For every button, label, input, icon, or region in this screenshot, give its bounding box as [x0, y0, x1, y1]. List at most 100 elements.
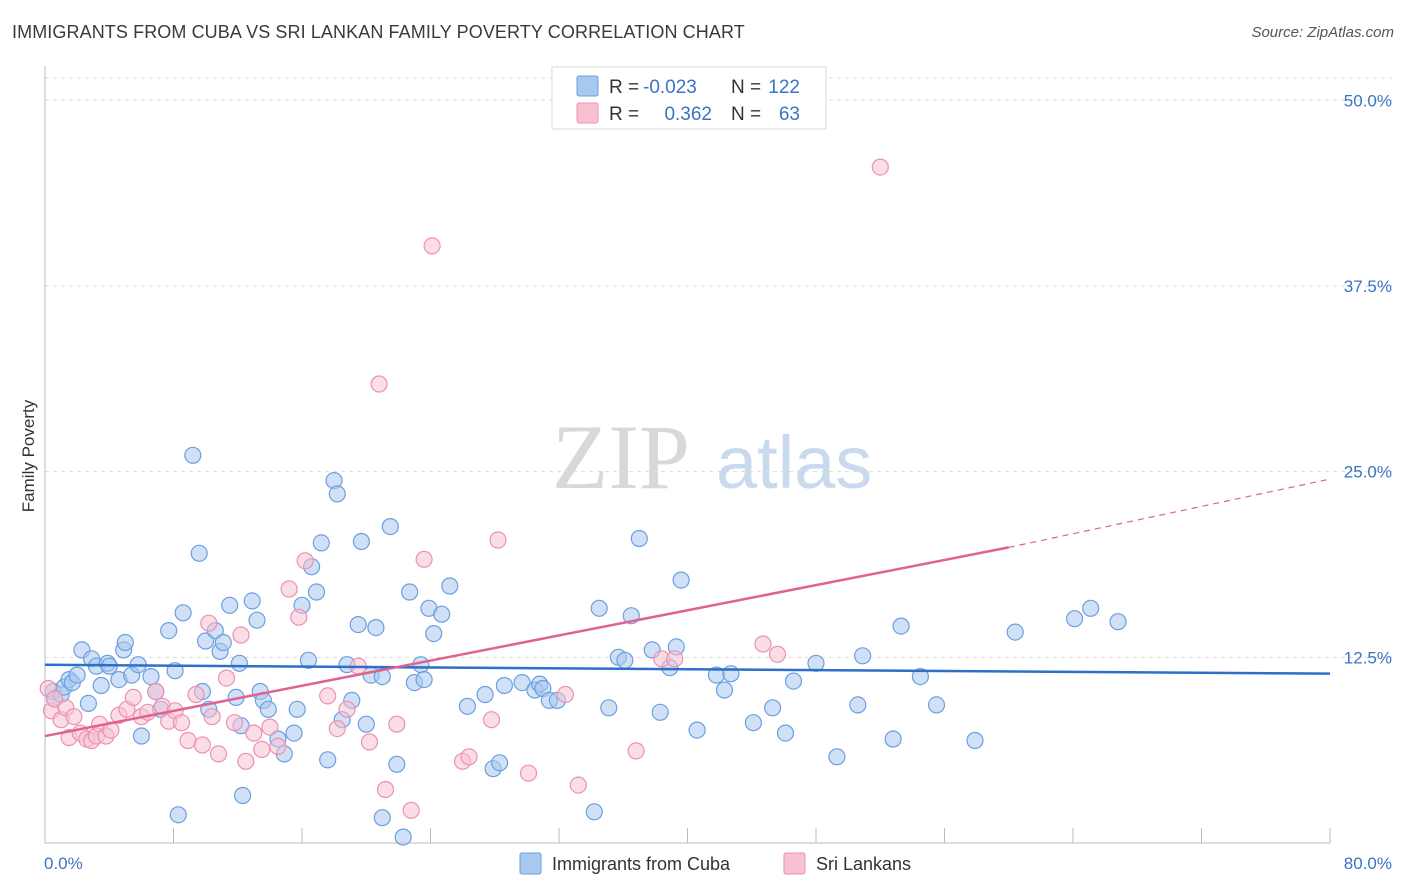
srilanka-point	[261, 718, 279, 736]
bottom-legend-label-srilanka: Sri Lankans	[816, 854, 911, 874]
cuba-point	[763, 699, 782, 717]
cuba-point	[357, 715, 375, 733]
srilanka-trend-extension	[1008, 478, 1331, 548]
cuba-point	[319, 751, 337, 769]
srilanka-point	[519, 764, 538, 782]
cuba-point	[116, 633, 134, 652]
gridlines	[45, 77, 1392, 658]
chart-source: Source: ZipAtlas.com	[1251, 24, 1394, 41]
cuba-point	[388, 755, 406, 773]
cuba-point	[1109, 613, 1127, 631]
srilanka-point	[172, 714, 191, 732]
srilanka-point	[666, 650, 684, 668]
cuba-point	[394, 828, 412, 846]
cuba-point	[425, 624, 443, 643]
cuba-point	[312, 534, 330, 552]
cuba-point	[169, 806, 187, 824]
srilanka-point	[209, 745, 228, 763]
series-legend: Immigrants from Cuba Sri Lankans	[519, 852, 911, 875]
cuba-point	[927, 696, 946, 714]
cuba-point	[259, 700, 277, 718]
legend-r-value-srilanka: 0.362	[664, 104, 712, 125]
y-tick-label: 37.5%	[1344, 277, 1392, 296]
watermark-zip: ZIP	[552, 406, 690, 508]
legend-r-label-srilanka: R =	[609, 104, 639, 125]
srilanka-point	[179, 731, 197, 750]
srilanka-point	[338, 700, 356, 718]
srilanka-point	[280, 580, 298, 598]
srilanka-point	[482, 711, 501, 729]
cuba-point	[92, 676, 110, 695]
cuba-trend-line	[44, 663, 1331, 675]
cuba-point	[243, 592, 261, 610]
bottom-legend-swatch-cuba	[519, 852, 542, 875]
x-tick-label-max: 80.0%	[1344, 854, 1392, 873]
srilanka-point	[376, 780, 395, 799]
chart-title: IMMIGRANTS FROM CUBA VS SRI LANKAN FAMIL…	[12, 22, 745, 42]
legend-n-value-cuba: 122	[768, 77, 800, 98]
srilanka-point	[556, 685, 575, 704]
srilanka-point	[232, 626, 250, 644]
cuba-point	[401, 583, 419, 601]
srilanka-point	[200, 614, 218, 632]
cuba-point	[221, 596, 239, 614]
watermark: ZIP atlas	[552, 406, 872, 508]
cuba-point	[142, 667, 160, 686]
cuba-point	[307, 583, 326, 601]
srilanka-point	[415, 550, 433, 568]
srilanka-point	[193, 736, 211, 754]
legend-swatch-srilanka	[576, 102, 599, 124]
cuba-point	[630, 529, 648, 548]
cuba-point	[367, 618, 385, 637]
srilanka-point	[203, 708, 221, 726]
cuba-point	[352, 532, 370, 551]
cuba-point	[230, 654, 248, 672]
srilanka-point	[187, 685, 205, 704]
cuba-point	[1082, 599, 1100, 617]
correlation-legend: R = -0.023 N = 122 R = 0.362 N = 63	[551, 66, 827, 130]
srilanka-point	[65, 708, 83, 726]
srilanka-point	[147, 682, 165, 701]
cuba-point	[373, 667, 391, 686]
srilanka-point	[489, 531, 507, 549]
srilanka-point	[360, 733, 379, 751]
series-srilanka-points	[39, 158, 889, 819]
cuba-point	[349, 615, 367, 634]
cuba-point	[288, 700, 306, 718]
cuba-point	[966, 731, 984, 750]
cuba-point	[299, 651, 317, 669]
cuba-point	[433, 605, 451, 623]
srilanka-point	[269, 737, 287, 756]
cuba-point	[373, 809, 391, 827]
cuba-point	[672, 571, 690, 589]
cuba-point	[715, 681, 734, 699]
series-cuba-points	[44, 446, 1127, 846]
cuba-point	[381, 517, 399, 536]
srilanka-point	[402, 801, 420, 819]
x-tick-label-min: 0.0%	[44, 854, 83, 873]
cuba-point	[174, 604, 192, 622]
tick-labels: 12.5% 25.0% 37.5% 50.0% 0.0% 80.0%	[44, 91, 1392, 873]
cuba-point	[68, 666, 86, 684]
srilanka-point	[217, 669, 236, 687]
cuba-point	[234, 786, 252, 805]
srilanka-point	[627, 742, 645, 760]
cuba-point	[849, 696, 867, 714]
cuba-point	[190, 544, 208, 562]
y-tick-label: 25.0%	[1344, 463, 1392, 482]
srilanka-point	[319, 687, 337, 705]
cuba-point	[911, 667, 930, 686]
cuba-point	[491, 754, 509, 772]
srilanka-point	[460, 748, 478, 766]
cuba-point	[285, 724, 303, 742]
srilanka-trend-line	[44, 546, 1009, 738]
cuba-point	[744, 714, 763, 732]
cuba-point	[884, 730, 902, 748]
legend-r-value-cuba: -0.023	[643, 77, 697, 98]
cuba-point	[458, 697, 476, 715]
legend-n-label-cuba: N =	[731, 77, 761, 98]
cuba-point	[248, 611, 266, 629]
srilanka-point	[871, 158, 889, 176]
cuba-point	[513, 673, 531, 692]
